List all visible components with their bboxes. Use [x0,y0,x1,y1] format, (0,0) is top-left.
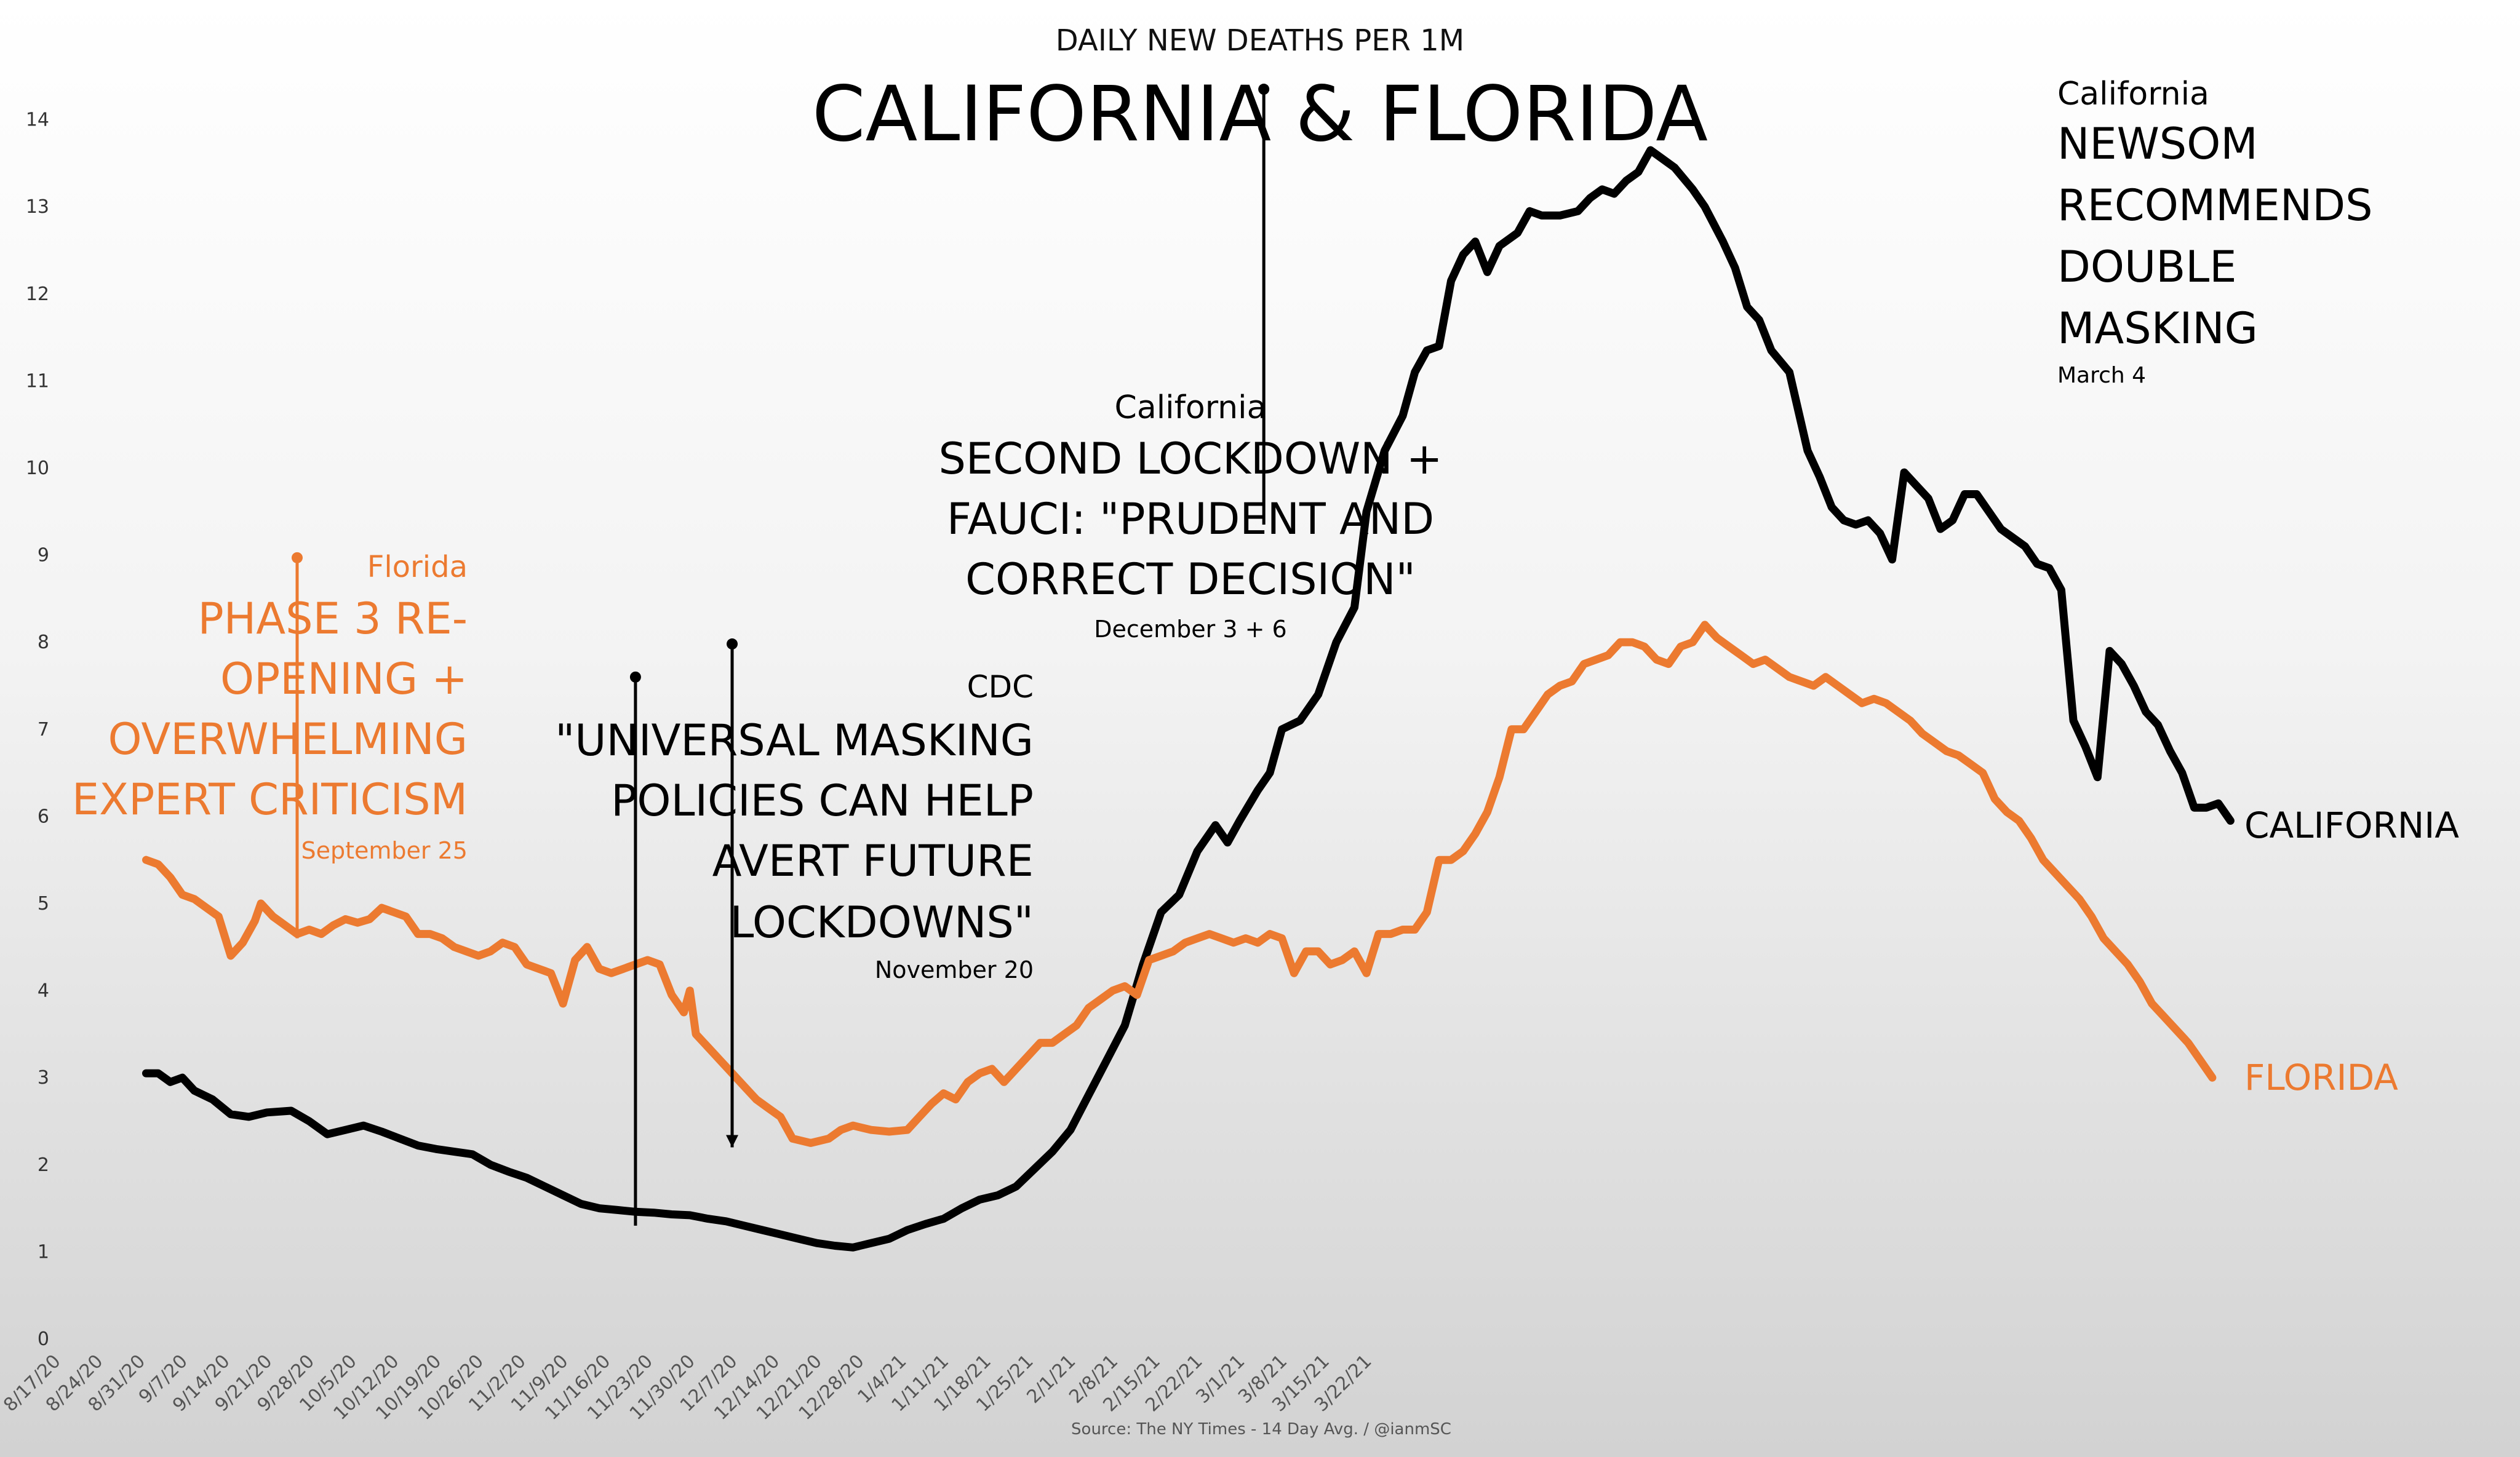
y-tick-label: 3 [38,1067,49,1089]
cdc-pointer-dot [629,671,641,683]
chart-subtitle: DAILY NEW DEATHS PER 1M [1056,23,1464,58]
lockdown-pointer-dot [727,638,738,650]
y-tick-label: 9 [38,545,49,566]
florida-ann-line-3: OVERWHELMING [108,714,468,764]
california-end-label: CALIFORNIA [2244,804,2459,846]
lockdown-pointer-arrow [726,1135,739,1148]
newsom-ann-date: March 4 [2057,363,2146,388]
florida-end-label: FLORIDA [2244,1057,2398,1098]
newsom-ann-line-4: MASKING [2057,303,2258,354]
cdc-ann-line-4: LOCKDOWNS" [730,897,1034,948]
cdc-ann-state: CDC [967,669,1034,705]
florida-ann-line-2: OPENING + [220,654,468,704]
chart-title: CALIFORNIA & FLORIDA [812,70,1708,159]
y-tick-label: 12 [26,284,49,305]
y-tick-label: 7 [38,719,49,740]
x-axis-ticks: 8/17/208/24/208/31/209/7/209/14/209/21/2… [0,1351,1376,1424]
y-tick-label: 14 [26,109,49,131]
florida-ann-date: September 25 [301,837,468,864]
lockdown-ann-date: December 3 + 6 [1094,616,1286,643]
florida-ann-line-4: EXPERT CRITICISM [72,774,468,825]
y-tick-label: 5 [38,893,49,915]
cdc-ann-line-2: POLICIES CAN HELP [611,776,1034,826]
annotation-group [291,84,1270,1226]
newsom-ann-line-3: DOUBLE [2057,242,2236,292]
cdc-ann-line-3: AVERT FUTURE [712,836,1034,886]
florida-pointer-dot [291,552,303,563]
newsom-ann-line-1: NEWSOM [2057,119,2258,169]
y-tick-label: 2 [38,1154,49,1176]
cdc-ann-date: November 20 [875,956,1034,983]
newsom-ann-state: California [2057,76,2209,113]
series-lines [142,146,2235,1252]
series-line-florida [142,621,2217,1147]
cdc-ann-line-1: "UNIVERSAL MASKING [555,715,1034,766]
y-tick-label: 6 [38,806,49,827]
lockdown-ann-line-2: FAUCI: "PRUDENT AND [947,494,1434,544]
y-tick-label: 11 [26,370,49,392]
y-tick-label: 4 [38,980,49,1002]
florida-ann-line-1: PHASE 3 RE- [197,594,468,644]
source-note: Source: The NY Times - 14 Day Avg. / @ia… [1071,1420,1451,1439]
newsom-ann-line-2: RECOMMENDS [2057,180,2373,231]
y-tick-label: 0 [38,1328,49,1350]
y-tick-label: 8 [38,632,49,653]
series-line-california [142,146,2235,1252]
y-tick-label: 13 [26,196,49,218]
lockdown-ann-state: California [1115,389,1267,426]
lockdown-ann-line-1: SECOND LOCKDOWN + [938,434,1442,484]
newsom-pointer-dot [1258,84,1270,95]
lockdown-ann-line-3: CORRECT DECISION" [965,554,1416,605]
y-tick-label: 10 [26,458,49,479]
florida-ann-state: Florida [367,550,468,584]
y-tick-label: 1 [38,1241,49,1263]
